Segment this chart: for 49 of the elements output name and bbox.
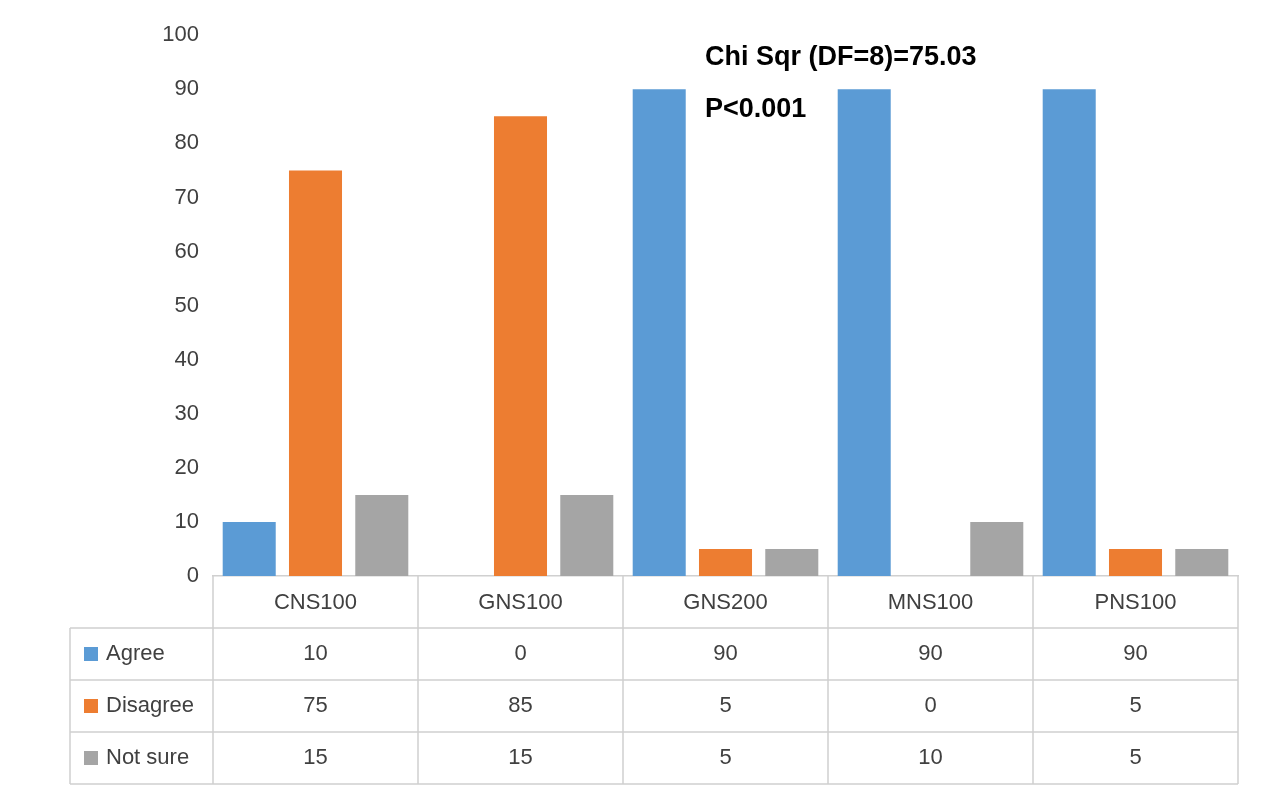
legend-label: Not sure: [106, 744, 190, 770]
bar: [970, 521, 1024, 576]
data-label: 85: [508, 692, 533, 718]
bar: [1175, 548, 1229, 576]
bar: [765, 548, 819, 576]
annotation: P<0.001: [705, 93, 807, 124]
bar: [632, 89, 686, 576]
y-tick-label: 0: [186, 562, 199, 588]
data-label: 75: [303, 692, 328, 718]
y-tick-label: 70: [174, 183, 199, 209]
y-tick-label: 90: [174, 75, 199, 101]
y-tick-label: 40: [174, 345, 199, 371]
x-tick-label: GNS100: [478, 589, 563, 615]
bar: [698, 548, 753, 576]
data-label: 5: [719, 744, 732, 770]
y-tick-label: 60: [174, 237, 199, 263]
data-label: 10: [918, 744, 943, 770]
data-label: 10: [303, 640, 328, 666]
data-label: 15: [303, 744, 328, 770]
data-label: 0: [924, 692, 937, 718]
legend-label: Disagree: [106, 692, 195, 718]
bar: [493, 116, 548, 576]
data-label: 0: [514, 640, 527, 666]
y-tick-label: 80: [174, 129, 199, 155]
y-tick-label: 10: [174, 507, 199, 533]
y-tick-label: 100: [162, 21, 199, 47]
data-label: 5: [1129, 744, 1142, 770]
bar: [1042, 89, 1096, 576]
y-tick-label: 20: [174, 453, 199, 479]
bar: [837, 89, 891, 576]
x-tick-label: CNS100: [273, 589, 358, 615]
x-tick-label: PNS100: [1094, 589, 1177, 615]
bar: [222, 521, 276, 576]
bar: [355, 494, 409, 576]
x-tick-label: MNS100: [887, 589, 974, 615]
data-label: 90: [1123, 640, 1148, 666]
bar: [560, 494, 614, 576]
data-label: 90: [713, 640, 738, 666]
legend-label: Agree: [106, 640, 165, 666]
annotation: Chi Sqr (DF=8)=75.03: [705, 41, 977, 72]
bar: [1108, 548, 1163, 576]
y-tick-label: 30: [174, 399, 199, 425]
data-label: 15: [508, 744, 533, 770]
y-tick-label: 50: [174, 291, 199, 317]
data-label: 90: [918, 640, 943, 666]
data-label: 5: [719, 692, 732, 718]
data-label: 5: [1129, 692, 1142, 718]
bar: [288, 170, 343, 576]
x-tick-label: GNS200: [683, 589, 768, 615]
